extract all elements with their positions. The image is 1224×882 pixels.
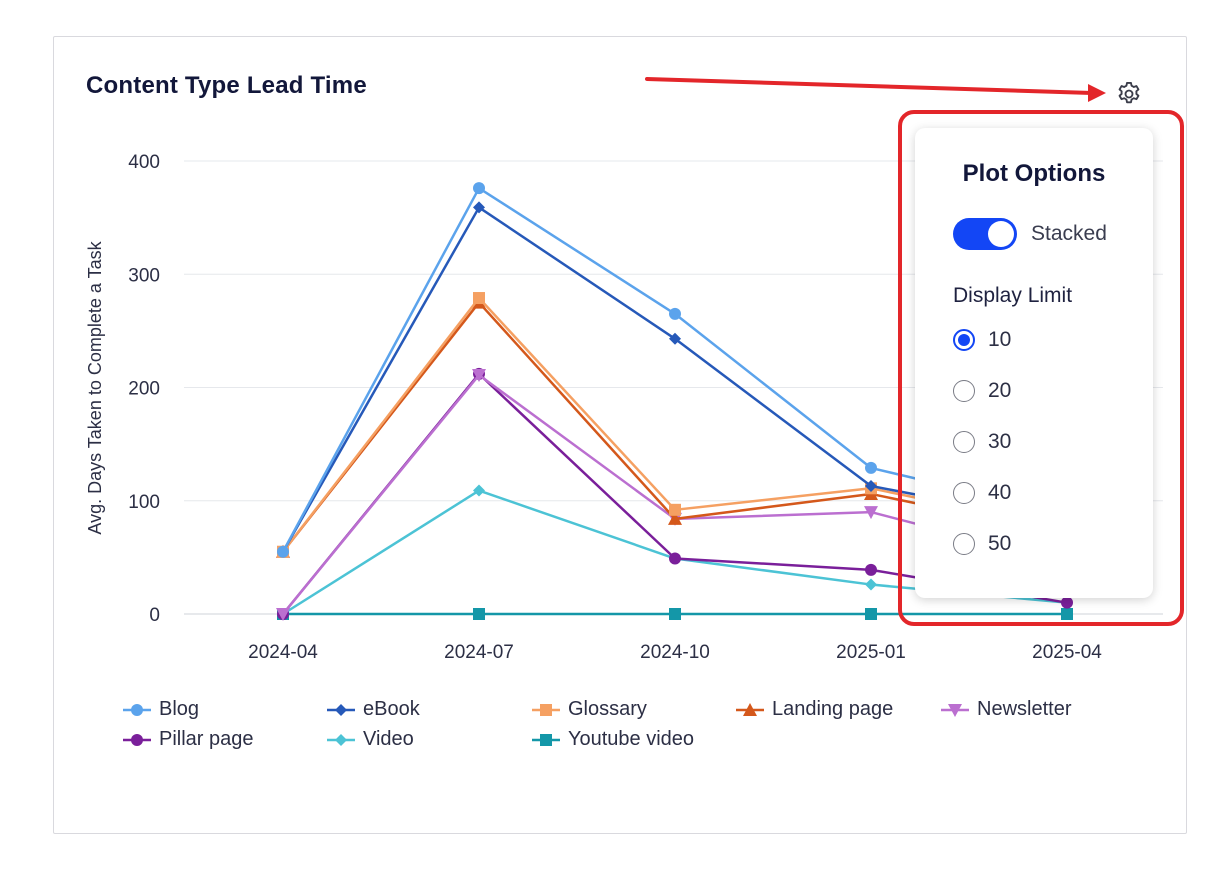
data-point xyxy=(865,461,877,474)
data-point xyxy=(865,480,877,493)
legend-item-video[interactable]: Video xyxy=(327,728,414,751)
data-point xyxy=(473,484,485,497)
toggle-knob xyxy=(988,221,1014,247)
legend-marker-icon xyxy=(123,733,151,746)
y-tick-label: 400 xyxy=(128,152,160,173)
chart-title: Content Type Lead Time xyxy=(86,72,367,99)
legend-label: Newsletter xyxy=(977,698,1072,720)
legend-marker-icon xyxy=(941,703,969,717)
legend-item-ebook[interactable]: eBook xyxy=(327,698,420,721)
legend-label: Blog xyxy=(159,698,200,720)
legend-marker xyxy=(335,703,347,716)
legend-marker xyxy=(540,703,552,716)
legend-label: Glossary xyxy=(568,698,647,720)
display-limit-option-50[interactable]: 50 xyxy=(953,530,1011,558)
data-point xyxy=(865,563,877,576)
data-point xyxy=(473,182,485,195)
data-point xyxy=(276,608,290,621)
display-limit-option-10[interactable]: 10 xyxy=(953,326,1011,354)
legend-marker-icon xyxy=(736,702,764,716)
radio-label: 40 xyxy=(988,481,1012,504)
legend-item-pillar-page[interactable]: Pillar page xyxy=(123,728,254,751)
legend-item-glossary[interactable]: Glossary xyxy=(532,698,647,721)
radio-label: 30 xyxy=(988,430,1012,453)
legend-marker-icon xyxy=(327,733,355,746)
gear-icon[interactable] xyxy=(1115,80,1143,108)
legend-marker xyxy=(335,733,347,746)
data-point xyxy=(1061,596,1073,609)
radio-checked-icon[interactable] xyxy=(953,329,975,351)
x-tick-label: 2024-07 xyxy=(444,642,514,663)
data-point xyxy=(473,292,485,305)
y-tick-label: 0 xyxy=(149,605,160,626)
radio-label: 10 xyxy=(988,328,1012,351)
y-tick-label: 100 xyxy=(128,492,160,513)
legend-item-youtube-video[interactable]: Youtube video xyxy=(532,728,694,751)
x-tick-label: 2025-01 xyxy=(836,642,906,663)
radio-label: 50 xyxy=(988,532,1012,555)
y-tick-label: 300 xyxy=(128,265,160,286)
legend-label: Landing page xyxy=(772,698,894,720)
y-tick-label: 200 xyxy=(128,379,160,400)
radio-icon[interactable] xyxy=(953,431,975,453)
display-limit-label: Display Limit xyxy=(953,284,1073,307)
data-point xyxy=(669,307,681,320)
legend-marker xyxy=(131,703,143,716)
legend-marker xyxy=(948,703,962,717)
legend-marker-icon xyxy=(532,703,560,716)
legend-marker-icon xyxy=(327,703,355,716)
data-point xyxy=(864,506,878,520)
legend-label: eBook xyxy=(363,698,420,720)
radio-icon[interactable] xyxy=(953,380,975,402)
data-point xyxy=(668,511,682,525)
radio-label: 20 xyxy=(988,379,1012,402)
data-point xyxy=(669,608,681,620)
data-point xyxy=(473,608,485,620)
data-point xyxy=(277,545,289,558)
x-tick-label: 2024-10 xyxy=(640,642,710,663)
legend-marker xyxy=(131,733,143,746)
data-point xyxy=(865,608,877,620)
y-axis-label: Avg. Days Taken to Complete a Task xyxy=(85,240,105,534)
data-point xyxy=(669,552,681,565)
data-point xyxy=(1061,608,1073,620)
data-point xyxy=(472,369,486,383)
plot-options-popup: Plot Options Stacked Display Limit 10 20… xyxy=(915,128,1153,598)
legend-marker-icon xyxy=(123,703,151,716)
legend-label: Pillar page xyxy=(159,728,254,750)
legend-marker-icon xyxy=(532,733,560,746)
display-limit-option-30[interactable]: 30 xyxy=(953,428,1011,456)
legend-marker xyxy=(540,733,552,746)
plot-options-title: Plot Options xyxy=(962,160,1106,187)
x-tick-label: 2025-04 xyxy=(1032,642,1102,663)
display-limit-option-20[interactable]: 20 xyxy=(953,377,1011,405)
legend-item-newsletter[interactable]: Newsletter xyxy=(941,698,1071,721)
series-youtube-video xyxy=(277,608,1073,620)
x-tick-label: 2024-04 xyxy=(248,642,318,663)
legend-marker xyxy=(743,702,757,716)
data-point xyxy=(669,503,681,516)
stacked-label: Stacked xyxy=(1031,222,1107,245)
data-point xyxy=(865,578,877,591)
radio-icon[interactable] xyxy=(953,482,975,504)
display-limit-option-40[interactable]: 40 xyxy=(953,479,1011,507)
legend-label: Youtube video xyxy=(568,728,695,750)
legend-item-landing-page[interactable]: Landing page xyxy=(736,698,893,721)
legend-item-blog[interactable]: Blog xyxy=(123,698,199,721)
legend-label: Video xyxy=(363,728,414,750)
radio-icon[interactable] xyxy=(953,533,975,555)
data-point xyxy=(669,332,681,345)
data-point xyxy=(473,201,485,214)
stacked-toggle[interactable] xyxy=(953,218,1017,250)
